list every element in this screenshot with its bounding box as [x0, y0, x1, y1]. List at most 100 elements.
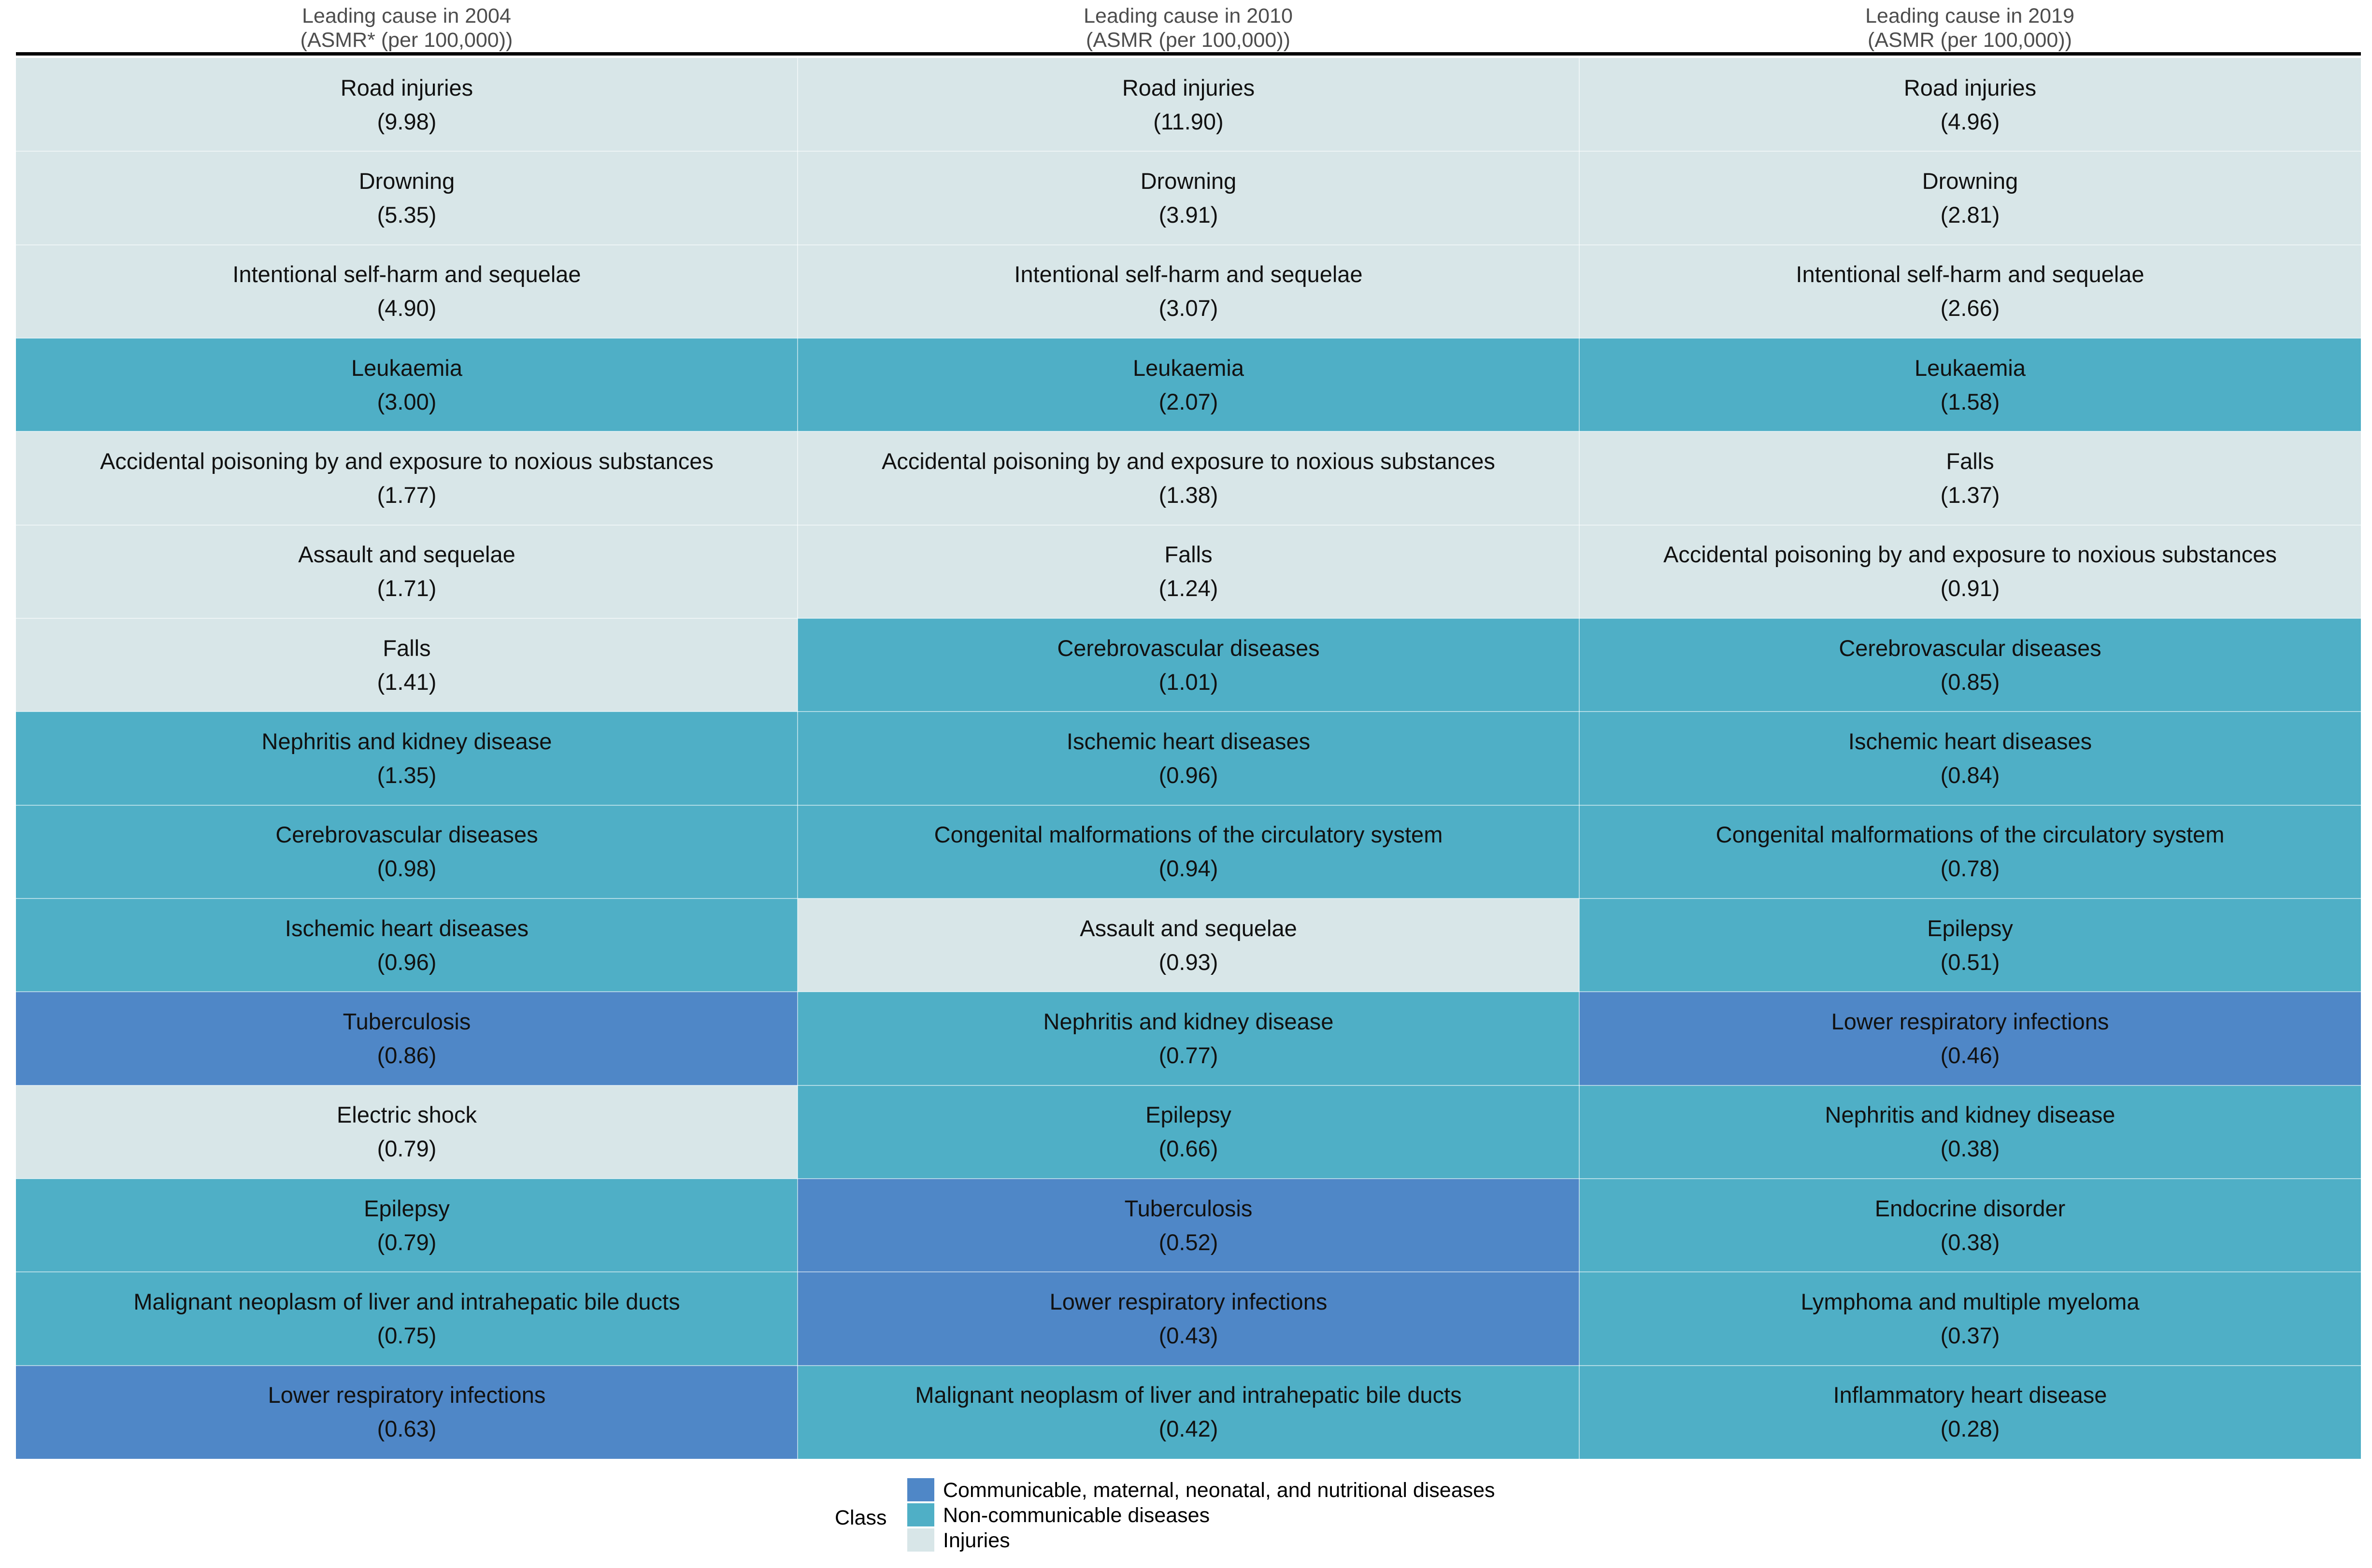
legend-key-injuries — [907, 1528, 934, 1552]
cause-cell: Road injuries (9.98) — [16, 58, 798, 152]
cause-name: Inflammatory heart disease — [1833, 1382, 2107, 1408]
cause-name: Lower respiratory infections — [1831, 1008, 2109, 1034]
cause-rate: (1.58) — [1940, 388, 2000, 414]
cause-rate: (1.01) — [1158, 669, 1218, 695]
cause-rate: (0.98) — [377, 855, 437, 882]
cause-name: Drowning — [358, 168, 455, 194]
column-title: Leading cause in 2010 — [1084, 4, 1293, 28]
cause-rate: (11.90) — [1153, 108, 1224, 134]
cause-rate: (0.63) — [377, 1416, 437, 1442]
cause-rate: (5.35) — [377, 201, 437, 228]
cause-name: Epilepsy — [1927, 915, 2013, 941]
grid-line-horizontal — [16, 1084, 2361, 1086]
cause-cell: Accidental poisoning by and exposure to … — [16, 431, 798, 525]
grid-line-horizontal — [16, 898, 2361, 899]
legend-label-noncommunicable: Non-communicable diseases — [943, 1504, 1210, 1527]
cause-name: Falls — [1164, 542, 1213, 568]
cause-name: Assault and sequelae — [298, 542, 515, 568]
cause-name: Falls — [383, 635, 431, 661]
cause-rate: (0.84) — [1940, 762, 2000, 788]
cause-name: Malignant neoplasm of liver and intrahep… — [915, 1382, 1462, 1408]
grid-line-horizontal — [16, 804, 2361, 806]
grid-line-horizontal — [16, 431, 2361, 432]
cause-cell: Lower respiratory infections (0.63) — [16, 1365, 798, 1459]
cause-name: Drowning — [1922, 168, 2018, 194]
cause-cell: Leukaemia (3.00) — [16, 338, 798, 432]
cause-name: Intentional self-harm and sequelae — [232, 261, 581, 287]
cause-rate: (0.43) — [1158, 1322, 1218, 1348]
legend-title: Class — [835, 1506, 887, 1529]
cause-cell: Tuberculosis (0.52) — [798, 1179, 1579, 1272]
cause-cell: Epilepsy (0.66) — [798, 1085, 1579, 1179]
grid-line-horizontal — [16, 1365, 2361, 1366]
cause-cell: Inflammatory heart disease (0.28) — [1579, 1365, 2361, 1459]
cause-name: Epilepsy — [1145, 1102, 1231, 1128]
column-header-2004: Leading cause in 2004 (ASMR* (per 100,00… — [16, 4, 797, 52]
cause-rate: (1.71) — [377, 575, 437, 601]
cause-name: Leukaemia — [351, 355, 462, 381]
cause-cell: Epilepsy (0.51) — [1579, 898, 2361, 992]
column-title: Leading cause in 2019 — [1865, 4, 2074, 28]
cause-rate: (0.38) — [1940, 1229, 2000, 1255]
column-subtitle: (ASMR* (per 100,000)) — [300, 29, 513, 52]
cause-name: Endocrine disorder — [1874, 1195, 2066, 1221]
cause-cell: Malignant neoplasm of liver and intrahep… — [16, 1272, 798, 1366]
cause-name: Cerebrovascular diseases — [275, 822, 538, 848]
grid-line-vertical — [1579, 58, 1580, 1459]
grid-line-horizontal — [16, 338, 2361, 339]
cause-rate: (0.94) — [1158, 855, 1218, 882]
cause-cell: Assault and sequelae (0.93) — [798, 898, 1579, 992]
cause-cell: Epilepsy (0.79) — [16, 1179, 798, 1272]
cause-name: Nephritis and kidney disease — [261, 728, 552, 754]
cause-rate: (1.24) — [1158, 575, 1218, 601]
cause-rate: (1.35) — [377, 762, 437, 788]
cause-rate: (0.38) — [1940, 1136, 2000, 1162]
cause-cell: Drowning (2.81) — [1579, 151, 2361, 245]
cause-name: Cerebrovascular diseases — [1057, 635, 1320, 661]
cause-cell: Endocrine disorder (0.38) — [1579, 1179, 2361, 1272]
cause-name: Assault and sequelae — [1080, 915, 1297, 941]
cause-name: Intentional self-harm and sequelae — [1796, 261, 2144, 287]
cause-cell: Drowning (3.91) — [798, 151, 1579, 245]
cause-cell: Congenital malformations of the circulat… — [1579, 805, 2361, 898]
cause-cell: Falls (1.37) — [1579, 431, 2361, 525]
cause-cell: Leukaemia (1.58) — [1579, 338, 2361, 432]
cause-cell: Leukaemia (2.07) — [798, 338, 1579, 432]
cause-rate: (0.91) — [1940, 575, 2000, 601]
cause-name: Road injuries — [1903, 74, 2037, 100]
cause-rate: (0.96) — [1158, 762, 1218, 788]
column-title: Leading cause in 2004 — [302, 4, 511, 28]
cause-cell: Nephritis and kidney disease (0.77) — [798, 992, 1579, 1085]
cause-cell: Assault and sequelae (1.71) — [16, 525, 798, 618]
legend-key-noncommunicable — [907, 1503, 934, 1526]
cause-name: Lower respiratory infections — [268, 1382, 546, 1408]
cause-cell: Intentional self-harm and sequelae (4.90) — [16, 244, 798, 338]
cause-cell: Intentional self-harm and sequelae (3.07) — [798, 244, 1579, 338]
cause-cell: Congenital malformations of the circulat… — [798, 805, 1579, 898]
cause-name: Accidental poisoning by and exposure to … — [1663, 542, 2277, 568]
cause-cell: Cerebrovascular diseases (0.98) — [16, 805, 798, 898]
cause-cell: Falls (1.41) — [16, 618, 798, 712]
column-header-2019: Leading cause in 2019 (ASMR (per 100,000… — [1579, 4, 2360, 52]
cause-rate: (0.52) — [1158, 1229, 1218, 1255]
cause-name: Nephritis and kidney disease — [1825, 1102, 2115, 1128]
cause-name: Intentional self-harm and sequelae — [1014, 261, 1363, 287]
cause-cell: Cerebrovascular diseases (0.85) — [1579, 618, 2361, 712]
cause-cell: Malignant neoplasm of liver and intrahep… — [798, 1365, 1579, 1459]
cause-rate: (0.66) — [1158, 1136, 1218, 1162]
cause-rate: (1.41) — [377, 669, 437, 695]
cause-cell: Road injuries (11.90) — [798, 58, 1579, 152]
cause-cell: Electric shock (0.79) — [16, 1085, 798, 1179]
cause-rate: (1.38) — [1158, 482, 1218, 508]
grid-line-horizontal — [16, 151, 2361, 152]
cause-grid: Road injuries (9.98) Drowning (5.35) Intenti… — [16, 58, 2361, 1459]
cause-cell: Lower respiratory infections (0.46) — [1579, 992, 2361, 1085]
cause-rate: (3.91) — [1158, 201, 1218, 228]
cause-name: Epilepsy — [364, 1195, 450, 1221]
cause-name: Tuberculosis — [1124, 1195, 1253, 1221]
cause-cell: Accidental poisoning by and exposure to … — [798, 431, 1579, 525]
cause-name: Leukaemia — [1133, 355, 1244, 381]
column-subtitle: (ASMR (per 100,000)) — [1086, 29, 1290, 52]
column-subtitle: (ASMR (per 100,000)) — [1868, 29, 2072, 52]
cause-rate: (0.46) — [1940, 1042, 2000, 1068]
